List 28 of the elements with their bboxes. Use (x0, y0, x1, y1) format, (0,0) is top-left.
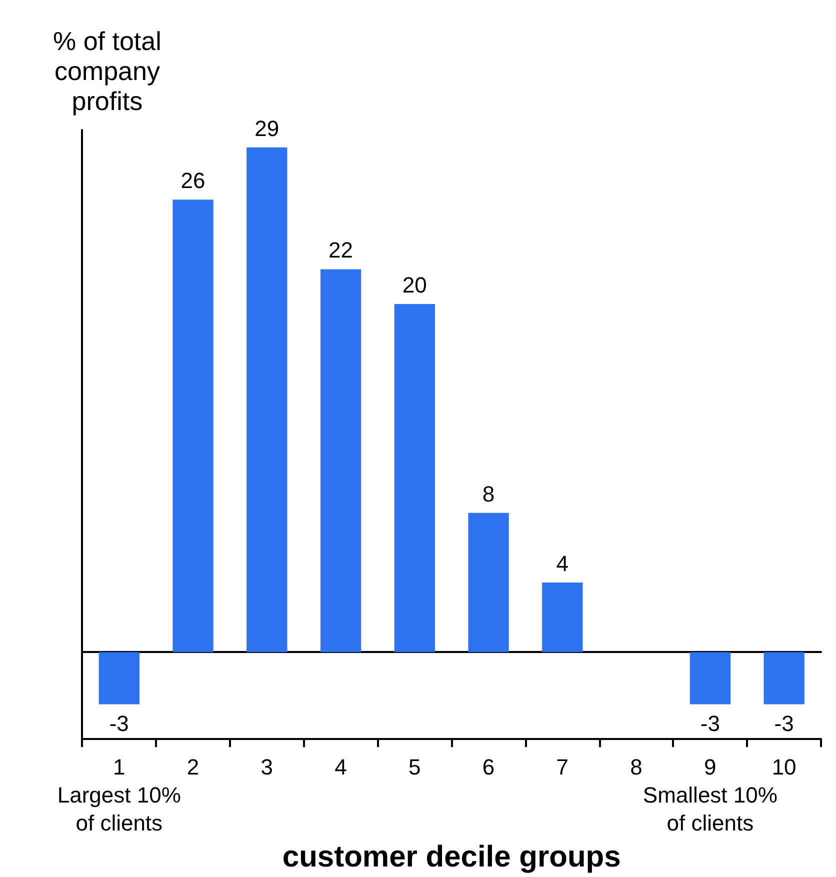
bar (394, 304, 435, 652)
data-label: 26 (180, 168, 206, 194)
bar (246, 147, 288, 652)
data-label: 8 (482, 481, 495, 506)
bar (98, 652, 140, 704)
x-tick-label: 3 (260, 754, 274, 780)
bar (320, 269, 362, 652)
data-label: 29 (254, 116, 280, 141)
data-label: 20 (402, 272, 427, 298)
data-label: 4 (556, 550, 569, 576)
x-tick-label: 8 (630, 754, 642, 780)
x-tick-label: 1 Largest 10% of clients (57, 754, 181, 836)
data-label: -3 (700, 710, 720, 736)
bar (542, 582, 583, 652)
data-label: -3 (774, 710, 794, 736)
data-label: 22 (328, 238, 354, 263)
x-tick-label: 2 (186, 754, 200, 780)
x-tick-label: 6 (482, 754, 495, 780)
bar (468, 512, 509, 652)
x-axis-title: customer decile groups (282, 840, 621, 874)
x-tick-label: 5 (408, 754, 421, 780)
y-axis-title: % of total company profits (52, 26, 162, 116)
bar (172, 200, 214, 652)
bar (764, 652, 804, 704)
data-label: -3 (109, 710, 129, 736)
x-tick-label: 4 (334, 754, 347, 780)
bar (690, 652, 730, 704)
x-tick-label: 7 (556, 754, 569, 780)
